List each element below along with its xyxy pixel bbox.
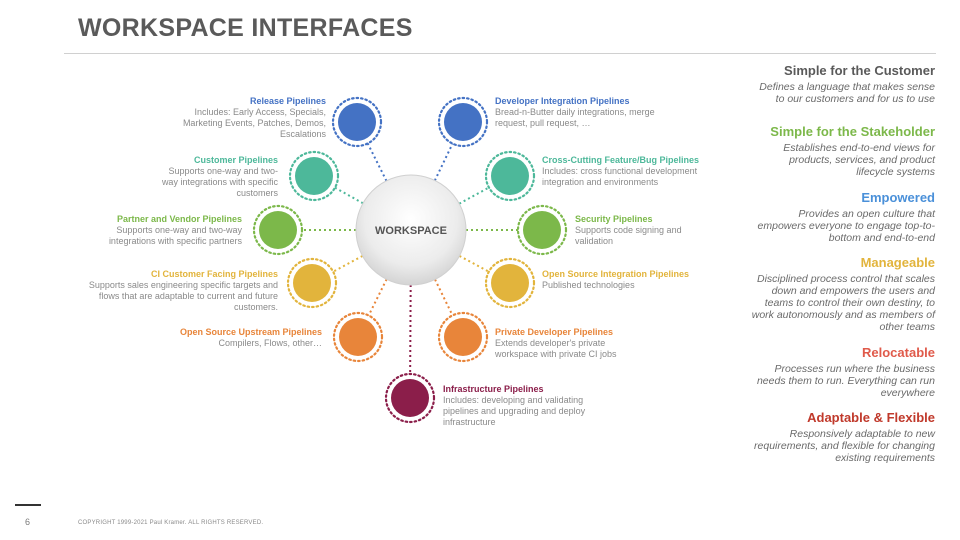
pipeline-node-6	[293, 264, 331, 302]
principle-5: Adaptable & Flexible Responsively adaptab…	[750, 410, 935, 464]
connector-1	[433, 143, 454, 181]
pipeline-label-7: Open Source Integration Pipelines Publish…	[542, 269, 732, 291]
pipeline-node-5	[523, 211, 561, 249]
page-title: WORKSPACE INTERFACES	[78, 14, 413, 42]
connector-7	[459, 255, 490, 273]
principle-text: Processes run where the business needs t…	[756, 363, 935, 399]
connector-9	[434, 279, 454, 316]
principle-4: Relocatable Processes run where the busin…	[750, 345, 935, 399]
pipeline-description: Extends developer's private workspace wi…	[495, 338, 617, 359]
principle-heading: Manageable	[860, 255, 935, 270]
pipeline-node-2	[295, 157, 333, 195]
pipeline-description: Supports code signing and validation	[575, 225, 682, 246]
pipeline-node-9	[444, 318, 482, 356]
pipeline-label-10: Infrastructure Pipelines Includes: develo…	[443, 384, 613, 428]
pipeline-label-4: Partner and Vendor Pipelines Supports one…	[82, 214, 242, 247]
connector-10	[409, 284, 412, 375]
pipeline-title: Security Pipelines	[575, 214, 653, 224]
pipeline-label-9: Private Developer Pipelines Extends devel…	[495, 327, 645, 360]
pipeline-node-7	[491, 264, 529, 302]
pipeline-title: Open Source Integration Pipelines	[542, 269, 690, 279]
pipeline-title: CI Customer Facing Pipelines	[150, 269, 278, 279]
pipeline-node-0	[338, 103, 376, 141]
pipeline-description: Includes: cross functional development i…	[542, 166, 698, 187]
pipeline-description: Bread-n-Butter daily integrations, merge…	[495, 107, 655, 128]
pipeline-node-ring-9	[437, 311, 489, 363]
pipeline-label-5: Security Pipelines Supports code signing …	[575, 214, 705, 247]
principle-2: Empowered Provides an open culture that e…	[750, 190, 935, 244]
pipeline-node-ring-2	[288, 150, 340, 202]
pipeline-node-ring-4	[252, 204, 304, 256]
connector-6	[332, 255, 363, 273]
pipeline-node-ring-1	[437, 96, 489, 148]
workspace-hub	[355, 174, 467, 286]
connector-2	[334, 186, 364, 205]
pipeline-description: Supports one-way and two-way integration…	[161, 166, 278, 198]
page-number-bar	[15, 504, 41, 506]
pipeline-node-8	[339, 318, 377, 356]
title-divider	[64, 53, 936, 54]
principle-0: Simple for the Customer Defines a languag…	[750, 63, 935, 105]
pipeline-label-6: CI Customer Facing Pipelines Supports sal…	[78, 269, 278, 313]
pipeline-title: Private Developer Pipelines	[495, 327, 614, 337]
pipeline-node-ring-0	[331, 96, 383, 148]
pipeline-label-8: Open Source Upstream Pipelines Compilers,…	[152, 327, 322, 349]
pipeline-description: Published technologies	[542, 280, 635, 290]
principle-heading: Empowered	[861, 190, 935, 205]
pipeline-node-ring-8	[332, 311, 384, 363]
pipeline-label-1: Developer Integration Pipelines Bread-n-B…	[495, 96, 655, 129]
pipeline-node-10	[391, 379, 429, 417]
principle-text: Provides an open culture that empowers e…	[757, 208, 935, 244]
pipeline-description: Includes: Early Access, Specials, Market…	[182, 107, 326, 139]
principle-text: Defines a language that makes sense to o…	[759, 81, 935, 105]
principle-heading: Simple for the Customer	[784, 63, 935, 78]
pipeline-description: Compilers, Flows, other…	[218, 338, 322, 348]
connector-0	[366, 143, 388, 182]
pipeline-title: Customer Pipelines	[193, 155, 278, 165]
workspace-hub-label: WORKSPACE	[375, 225, 447, 237]
principle-1: Simple for the Stakeholder Establishes en…	[750, 124, 935, 178]
pipeline-description: Supports one-way and two-way integration…	[108, 225, 242, 246]
pipeline-title: Developer Integration Pipelines	[495, 96, 630, 106]
pipeline-description: Includes: developing and validating pipe…	[443, 395, 586, 427]
pipeline-label-3: Cross-Cutting Feature/Bug Pipelines Inclu…	[542, 155, 732, 188]
pipeline-node-ring-7	[484, 257, 536, 309]
pipeline-title: Cross-Cutting Feature/Bug Pipelines	[542, 155, 700, 165]
pipeline-node-3	[491, 157, 529, 195]
pipeline-label-0: Release Pipelines Includes: Early Access,…	[166, 96, 326, 140]
pipeline-node-1	[444, 103, 482, 141]
pipeline-label-2: Customer Pipelines Supports one-way and t…	[158, 155, 278, 199]
pipeline-title: Release Pipelines	[249, 96, 326, 106]
pipeline-node-4	[259, 211, 297, 249]
pipeline-description: Supports sales engineering specific targ…	[88, 280, 278, 312]
principle-heading: Simple for the Stakeholder	[770, 124, 935, 139]
principle-text: Disciplined process control that scales …	[751, 273, 935, 333]
pipeline-node-ring-10	[384, 372, 436, 424]
copyright-notice: COPYRIGHT 1999-2021 Paul Kramer. ALL RIG…	[78, 520, 264, 526]
principle-3: Manageable Disciplined process control th…	[750, 255, 935, 333]
pipeline-title: Partner and Vendor Pipelines	[116, 214, 242, 224]
principle-heading: Adaptable & Flexible	[807, 410, 935, 425]
connector-8	[367, 278, 388, 316]
principle-text: Responsively adaptable to new requiremen…	[754, 428, 935, 464]
pipeline-title: Infrastructure Pipelines	[443, 384, 544, 394]
connector-3	[458, 186, 490, 205]
pipeline-title: Open Source Upstream Pipelines	[179, 327, 322, 337]
principle-heading: Relocatable	[862, 345, 935, 360]
principle-text: Establishes end-to-end views for product…	[783, 142, 935, 178]
pipeline-node-ring-6	[286, 257, 338, 309]
pipeline-node-ring-3	[484, 150, 536, 202]
pipeline-node-ring-5	[516, 204, 568, 256]
page-number: 6	[25, 517, 31, 527]
